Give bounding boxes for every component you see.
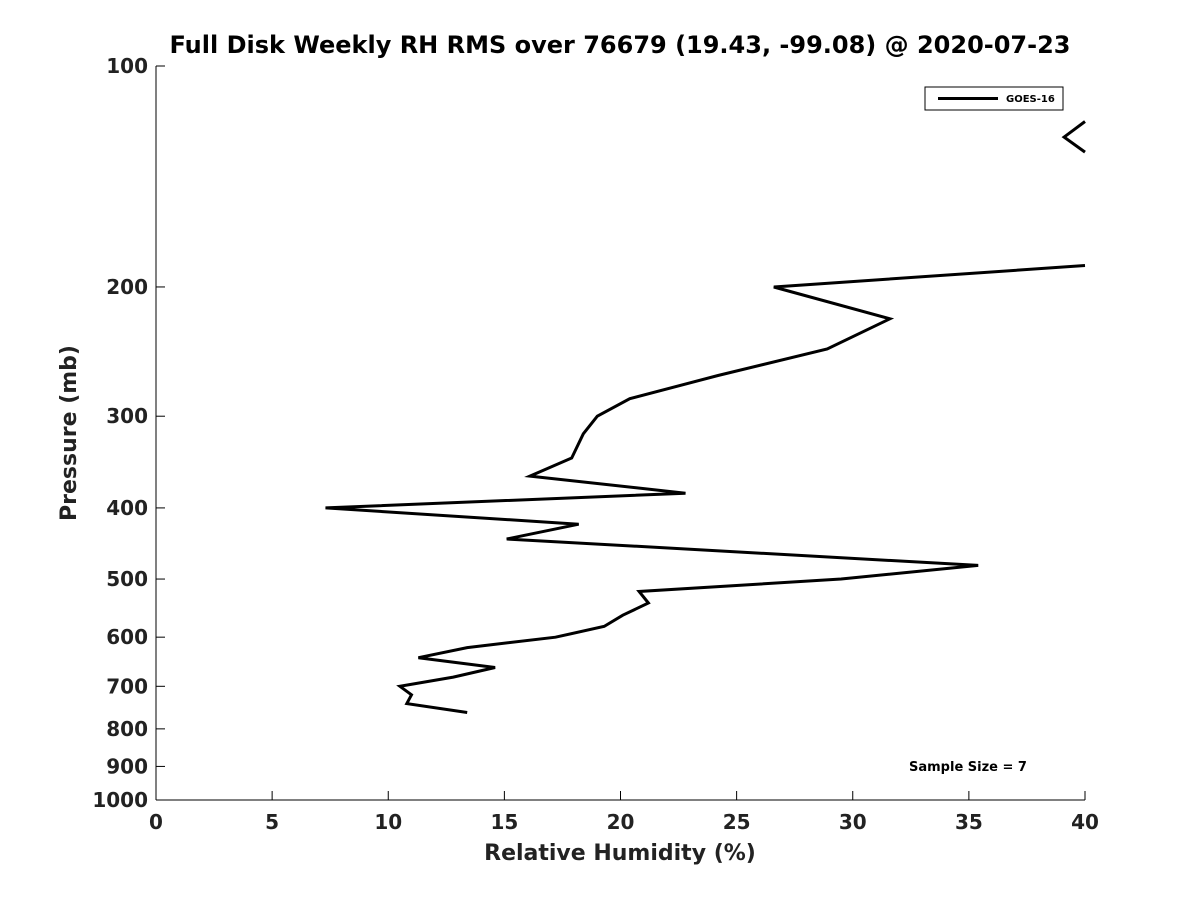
x-tick-label: 0 bbox=[149, 810, 163, 834]
x-ticks: 0 5 10 15 20 25 30 35 40 bbox=[149, 791, 1099, 834]
plot-area bbox=[155, 66, 1085, 801]
y-tick-label: 300 bbox=[106, 404, 148, 428]
y-tick-label: 700 bbox=[106, 674, 148, 698]
x-axis-label: Relative Humidity (%) bbox=[484, 841, 756, 866]
y-tick-label: 400 bbox=[106, 496, 148, 520]
y-tick-label: 100 bbox=[106, 54, 148, 78]
y-tick-label: 200 bbox=[106, 275, 148, 299]
x-tick-label: 30 bbox=[839, 810, 867, 834]
x-tick-label: 15 bbox=[490, 810, 518, 834]
y-ticks: 100 200 300 400 500 600 700 800 900 1000 bbox=[92, 54, 165, 812]
x-tick-label: 25 bbox=[723, 810, 751, 834]
y-tick-label: 900 bbox=[106, 754, 148, 778]
legend-label: GOES-16 bbox=[1006, 94, 1055, 105]
legend: GOES-16 bbox=[924, 86, 1064, 111]
y-axis-label: Pressure (mb) bbox=[57, 345, 82, 521]
x-tick-label: 10 bbox=[374, 810, 402, 834]
x-tick-label: 40 bbox=[1071, 810, 1099, 834]
y-tick-label: 500 bbox=[106, 567, 148, 591]
x-tick-label: 20 bbox=[607, 810, 635, 834]
sample-size-annotation: Sample Size = 7 bbox=[909, 760, 1027, 775]
chart-title: Full Disk Weekly RH RMS over 76679 (19.4… bbox=[169, 31, 1070, 59]
x-tick-label: 35 bbox=[955, 810, 983, 834]
y-tick-label: 1000 bbox=[92, 788, 148, 812]
y-tick-label: 600 bbox=[106, 625, 148, 649]
series-line-0 bbox=[325, 264, 1086, 714]
series-layer bbox=[325, 120, 1086, 714]
x-tick-label: 5 bbox=[265, 810, 279, 834]
y-tick-label: 800 bbox=[106, 717, 148, 741]
series-line-0 bbox=[1061, 120, 1086, 154]
